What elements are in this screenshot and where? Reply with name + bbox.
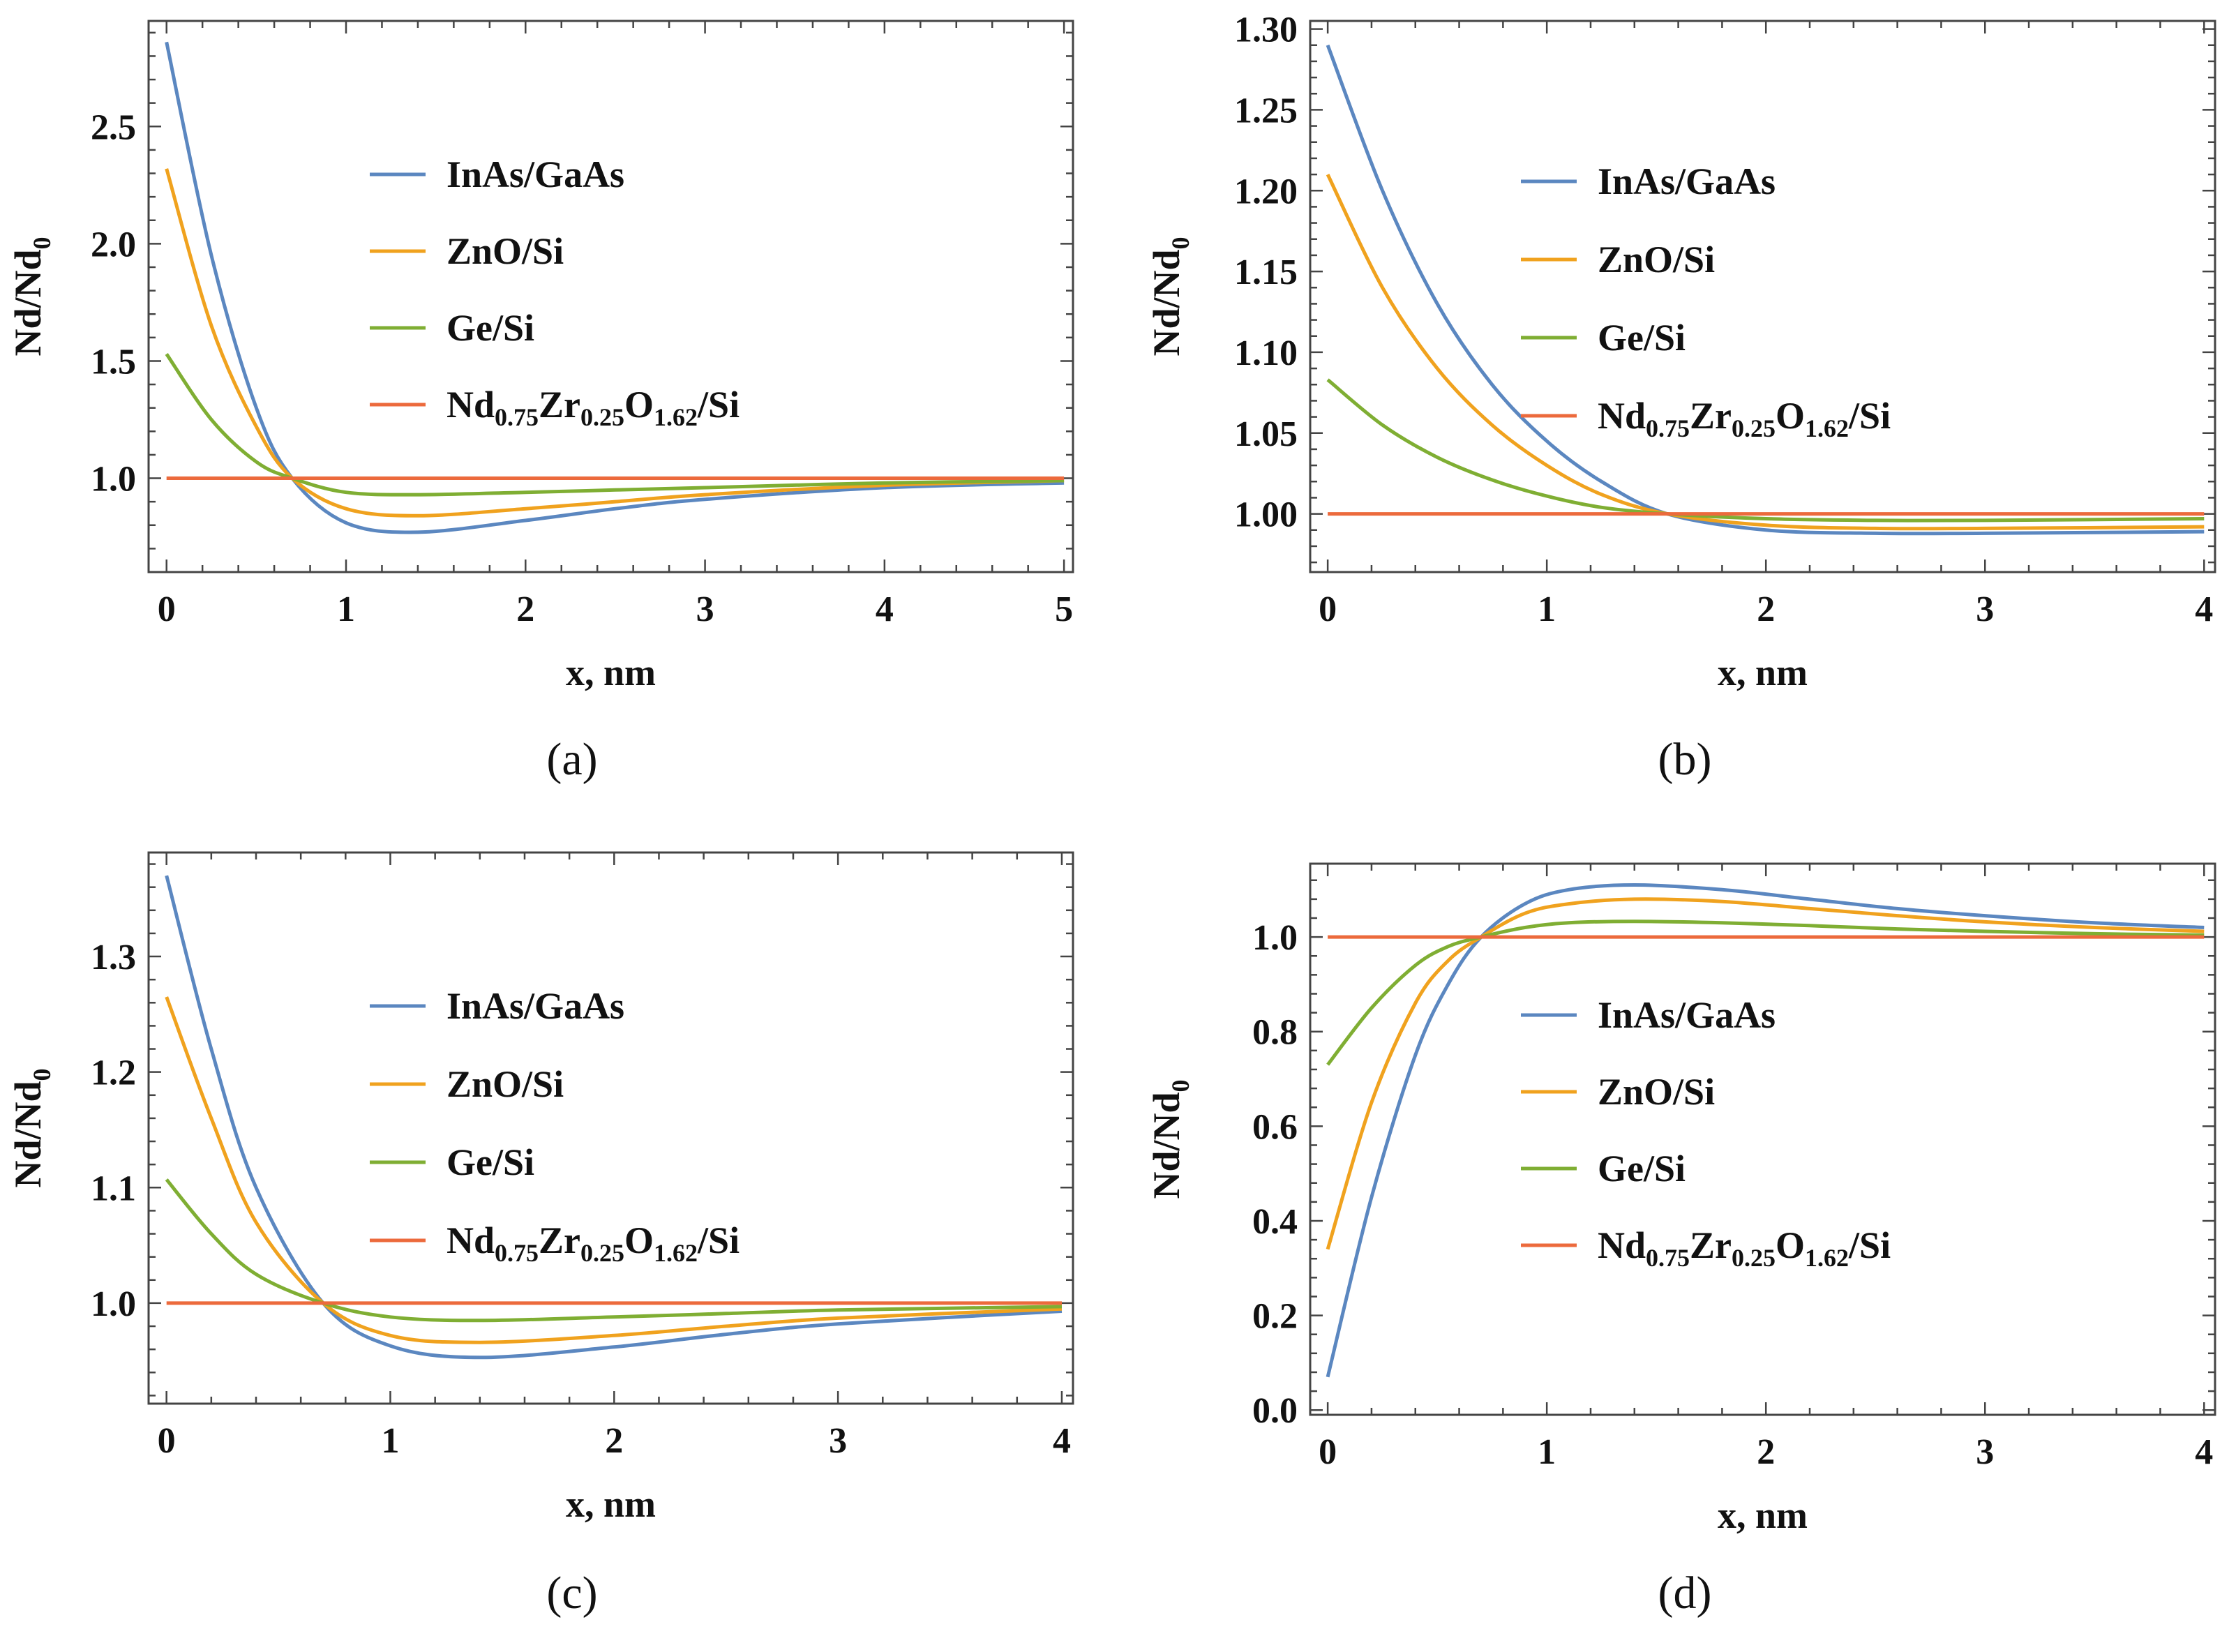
series-line-inas [1326,44,2205,536]
series-line-inas [165,875,1063,1360]
series-line-ge [1326,919,2205,1066]
y-tick-label: 1.00 [1234,495,1298,535]
y-axis-label: Nd/Nd0 [7,236,56,356]
series-line-ge [165,352,1065,497]
legend-label-inas: InAs/GaAs [446,153,624,195]
x-tick-label: 1 [381,1421,399,1461]
x-axis-label: x, nm [566,652,656,693]
x-tick-label: 2 [1757,1432,1775,1472]
panel-b: 0 1 2 3 4 1.00 1.05 1.10 1.15 1.20 1.25 1.30 x, nm Nd… [1146,10,2216,785]
x-tick-label: 4 [1053,1421,1071,1461]
x-tick-label: 0 [158,590,176,629]
plot-frame [147,20,1074,573]
y-tick-label: 0.2 [1252,1297,1298,1337]
y-tick-label: 1.30 [1234,10,1298,50]
y-tick-label: 1.20 [1234,172,1298,211]
x-tick-label: 5 [1055,590,1073,629]
y-tick-label: 1.10 [1234,333,1298,373]
panel-label: (d) [1658,1568,1712,1619]
x-tick-label: 4 [876,590,894,629]
x-tick-label: 2 [605,1421,623,1461]
y-tick-label: 1.3 [91,938,136,977]
y-tick-label: 1.5 [91,342,136,382]
legend-label-zno: ZnO/Si [446,1063,564,1105]
x-tick-label: 2 [516,590,534,629]
plot-frame [1309,20,2216,573]
x-tick-label: 3 [1976,590,1994,629]
series-line-ge [1326,378,2205,523]
legend-label-ndzr: Nd0.75Zr0.25O1.62/Si [1598,395,1891,442]
y-axis-label: Nd/Nd0 [7,1068,56,1187]
x-tick-label: 1 [1538,1432,1556,1472]
y-tick-label: 1.2 [91,1053,136,1093]
series-line-zno [1326,174,2205,531]
series-line-inas [165,41,1065,534]
panel-d: 0 1 2 3 4 0.0 0.2 0.4 0.6 0.8 1.0 x, nm Nd/Nd0 InAs/G… [1146,862,2216,1619]
legend-label-ndzr: Nd0.75Zr0.25O1.62/Si [446,384,740,431]
legend-label-ge: Ge/Si [1598,317,1686,359]
y-axis-label: Nd/Nd0 [1146,1079,1194,1199]
x-tick-label: 3 [696,590,714,629]
x-axis-label: x, nm [1718,652,1808,693]
plot-frame [147,851,1074,1405]
y-tick-label: 1.15 [1234,253,1298,292]
x-tick-label: 1 [337,590,355,629]
x-tick-label: 0 [1319,590,1337,629]
y-tick-label: 1.0 [1252,918,1298,958]
series-line-ge [165,1178,1063,1323]
x-tick-label: 4 [2195,1432,2213,1472]
x-tick-label: 0 [1319,1432,1337,1472]
plot-frame [1309,862,2216,1416]
legend-label-ge: Ge/Si [1598,1148,1686,1189]
legend-label-ge: Ge/Si [446,1141,534,1183]
y-tick-label: 0.0 [1252,1391,1298,1431]
y-tick-label: 0.6 [1252,1107,1298,1147]
x-tick-label: 2 [1757,590,1775,629]
legend-label-ndzr: Nd0.75Zr0.25O1.62/Si [446,1219,740,1267]
y-tick-label: 0.8 [1252,1013,1298,1053]
series-line-inas [1326,883,2205,1378]
series-line-zno [1326,897,2205,1250]
y-tick-label: 2.0 [91,225,136,264]
y-tick-label: 0.4 [1252,1202,1298,1242]
y-tick-label: 1.25 [1234,91,1298,130]
legend-label-ge: Ge/Si [446,307,534,349]
x-axis-label: x, nm [1718,1494,1808,1536]
x-axis-label: x, nm [566,1483,656,1525]
legend-label-inas: InAs/GaAs [1598,160,1776,202]
x-tick-label: 1 [1538,590,1556,629]
x-tick-label: 0 [158,1421,176,1461]
x-tick-label: 3 [1976,1432,1994,1472]
panel-label: (a) [546,734,597,785]
legend-label-ndzr: Nd0.75Zr0.25O1.62/Si [1598,1224,1891,1272]
y-tick-label: 1.05 [1234,414,1298,454]
panel-label: (b) [1658,734,1712,785]
y-tick-label: 1.0 [91,460,136,500]
legend-label-zno: ZnO/Si [1598,239,1715,280]
panel-label: (c) [546,1568,597,1619]
x-tick-label: 3 [829,1421,847,1461]
legend-label-inas: InAs/GaAs [1598,994,1776,1036]
y-tick-label: 1.0 [91,1284,136,1324]
y-tick-label: 1.1 [91,1169,136,1208]
y-axis-label: Nd/Nd0 [1146,236,1194,356]
y-tick-label: 2.5 [91,107,136,147]
series-line-zno [165,168,1065,518]
panel-c: 0 1 2 3 4 1.0 1.1 1.2 1.3 x, nm Nd/Nd0 InAs/GaAs ZnO… [7,851,1074,1619]
x-tick-label: 4 [2195,590,2213,629]
legend-label-inas: InAs/GaAs [446,985,624,1027]
series-line-zno [165,996,1063,1344]
legend-label-zno: ZnO/Si [1598,1071,1715,1113]
panel-a: 0 1 2 3 4 5 1.0 1.5 2.0 2.5 x, nm Nd/Nd0 InAs/GaAs Zn… [7,20,1074,785]
legend-label-zno: ZnO/Si [446,230,564,272]
